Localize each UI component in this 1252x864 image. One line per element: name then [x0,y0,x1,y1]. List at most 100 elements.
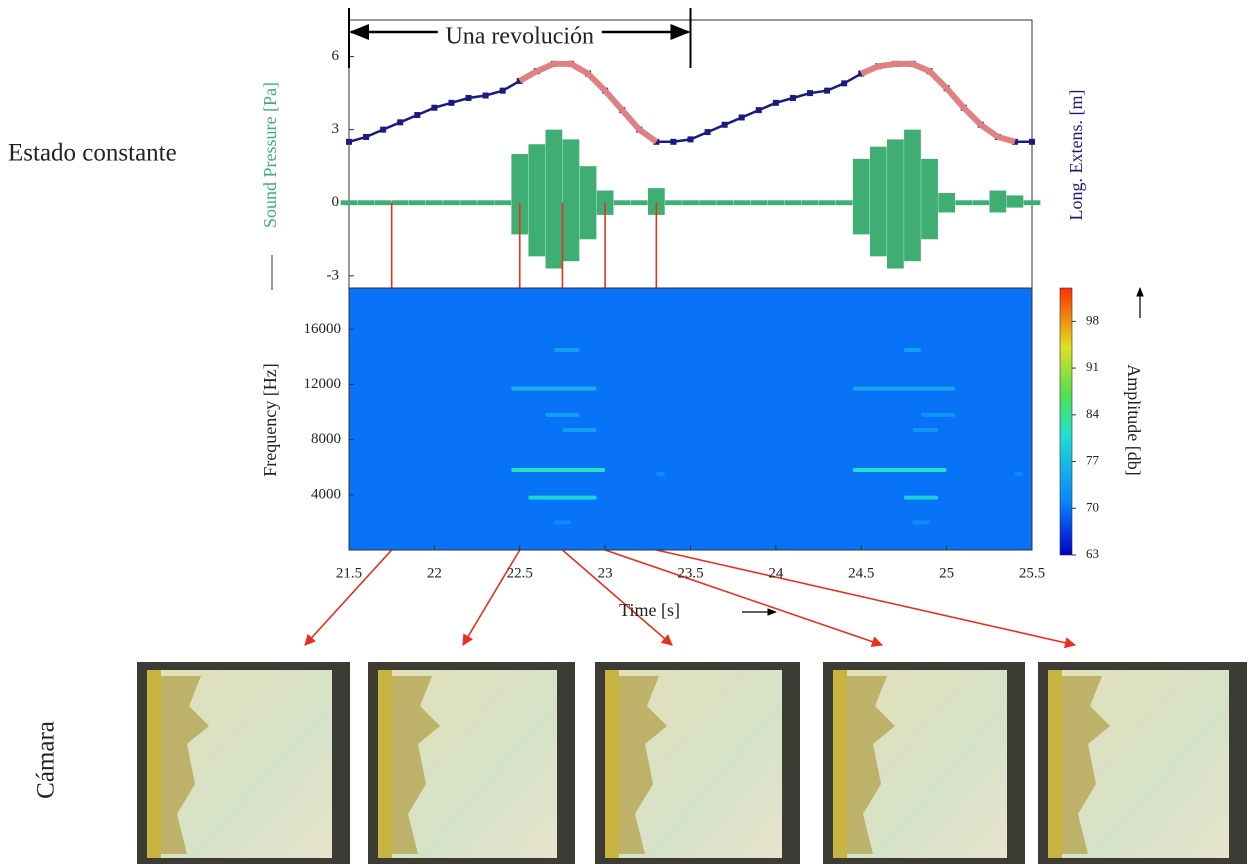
spectral-band [511,468,606,473]
sound-sample [340,200,358,206]
spectral-band [912,428,939,433]
sound-sample [818,200,836,206]
sound-sample [699,200,716,206]
sound-sample [938,192,955,213]
y-tick-label: 8000 [311,431,341,447]
sound-sample [374,200,392,206]
extension-point [414,112,421,119]
spectral-band [852,386,956,391]
extension-point [755,107,762,114]
row-label: Cámara [33,721,60,799]
spectral-band [852,468,947,473]
annotation-text: Una revolución [445,24,594,50]
extension-point [772,99,779,106]
extension-point [363,133,370,140]
x-tick-label: 23.5 [677,565,703,581]
y-tick-label: -3 [327,267,340,283]
sound-sample [426,200,443,206]
sound-sample [835,200,853,206]
spectral-band [528,495,597,500]
sound-sample [391,200,409,206]
photo-edge [1048,670,1062,858]
frame-arrow [604,549,884,648]
extension-point [397,119,404,126]
sound-sample [767,200,785,206]
y-tick-label: 0 [332,194,340,210]
sound-sample [955,200,973,206]
spectral-band [545,412,580,417]
x-tick-label: 24.5 [848,565,874,581]
colorbar-tick-label: 70 [1086,499,1099,514]
x-tick-label: 25.5 [1019,565,1045,581]
y-tick-label: 12000 [304,376,342,392]
photo-edge [833,670,847,858]
extension-point [858,70,865,77]
sound-sample [750,200,768,206]
colorbar-tick-label: 91 [1086,359,1099,374]
extension-point [824,87,831,94]
x-tick-label: 23 [598,565,613,581]
sound-sample [869,146,887,257]
extension-line [518,60,1016,145]
spectral-band [562,428,597,433]
photo-pattern [392,676,440,854]
photo-edge [605,670,619,858]
extension-point [807,90,814,97]
camera-frames [137,662,1247,864]
spectrogram-background [349,288,1032,550]
extension-point [721,121,728,128]
y-axis-label: Sound Pressure [Pa] [260,82,280,228]
extension-point [789,94,796,101]
colorbar-label: Amplitude [db] [1124,364,1144,475]
photo-pattern [1062,676,1110,854]
y-tick-label: 6 [332,48,340,64]
y-tick-label: 16000 [304,321,342,337]
extension-point [687,136,694,143]
sound-sample [1023,200,1041,206]
sound-sample [887,139,904,269]
extension-point [1011,138,1018,145]
extension-point [448,99,455,106]
row-label: Estado constante [8,140,177,167]
sound-sample [972,200,990,206]
extension-point [670,138,677,145]
spectral-band [553,348,580,353]
sound-sample [562,139,580,262]
colorbar-tick-label: 98 [1086,312,1099,327]
x-tick-label: 22 [427,565,442,581]
frame-arrow [656,549,1077,649]
sound-sample [408,200,426,206]
extension-point [499,87,506,94]
photo-pattern [847,676,895,854]
extension-point [465,94,472,101]
x-tick-label: 25 [939,565,954,581]
sound-sample [989,190,1007,213]
spectral-band [903,495,939,500]
sound-sample [852,158,870,235]
spectral-band [912,520,930,525]
colorbar-tick-label: 63 [1086,546,1099,561]
sound-sample [647,188,665,215]
colorbar-tick-label: 77 [1086,453,1100,468]
extension-point [346,138,352,145]
sound-sample [682,200,699,206]
spectral-band [903,348,922,353]
sound-sample [665,200,682,206]
photo-pattern [619,676,667,854]
frame-arrow [462,549,521,646]
extension-point [380,126,387,133]
sound-sample [733,200,751,206]
colorbar [1059,287,1073,556]
y-tick-label: 3 [332,121,340,137]
y-tick-label: 4000 [311,486,341,502]
x-tick-label: 22.5 [507,565,533,581]
sound-sample [511,154,529,235]
sound-sample [596,190,614,215]
sound-sample [443,200,460,206]
spectral-band [553,520,571,525]
extension-point [431,104,438,111]
photo-pattern [161,676,209,854]
sound-sample [904,129,921,262]
sound-sample [460,200,477,206]
